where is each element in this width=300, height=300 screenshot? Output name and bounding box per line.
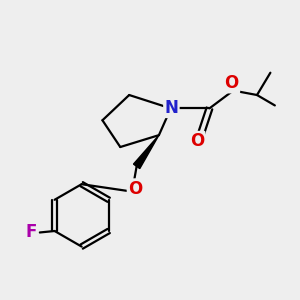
- Text: O: O: [128, 180, 142, 198]
- Text: F: F: [26, 224, 37, 242]
- Text: N: N: [164, 99, 178, 117]
- Text: O: O: [225, 74, 239, 92]
- Polygon shape: [134, 135, 159, 169]
- Text: O: O: [190, 132, 204, 150]
